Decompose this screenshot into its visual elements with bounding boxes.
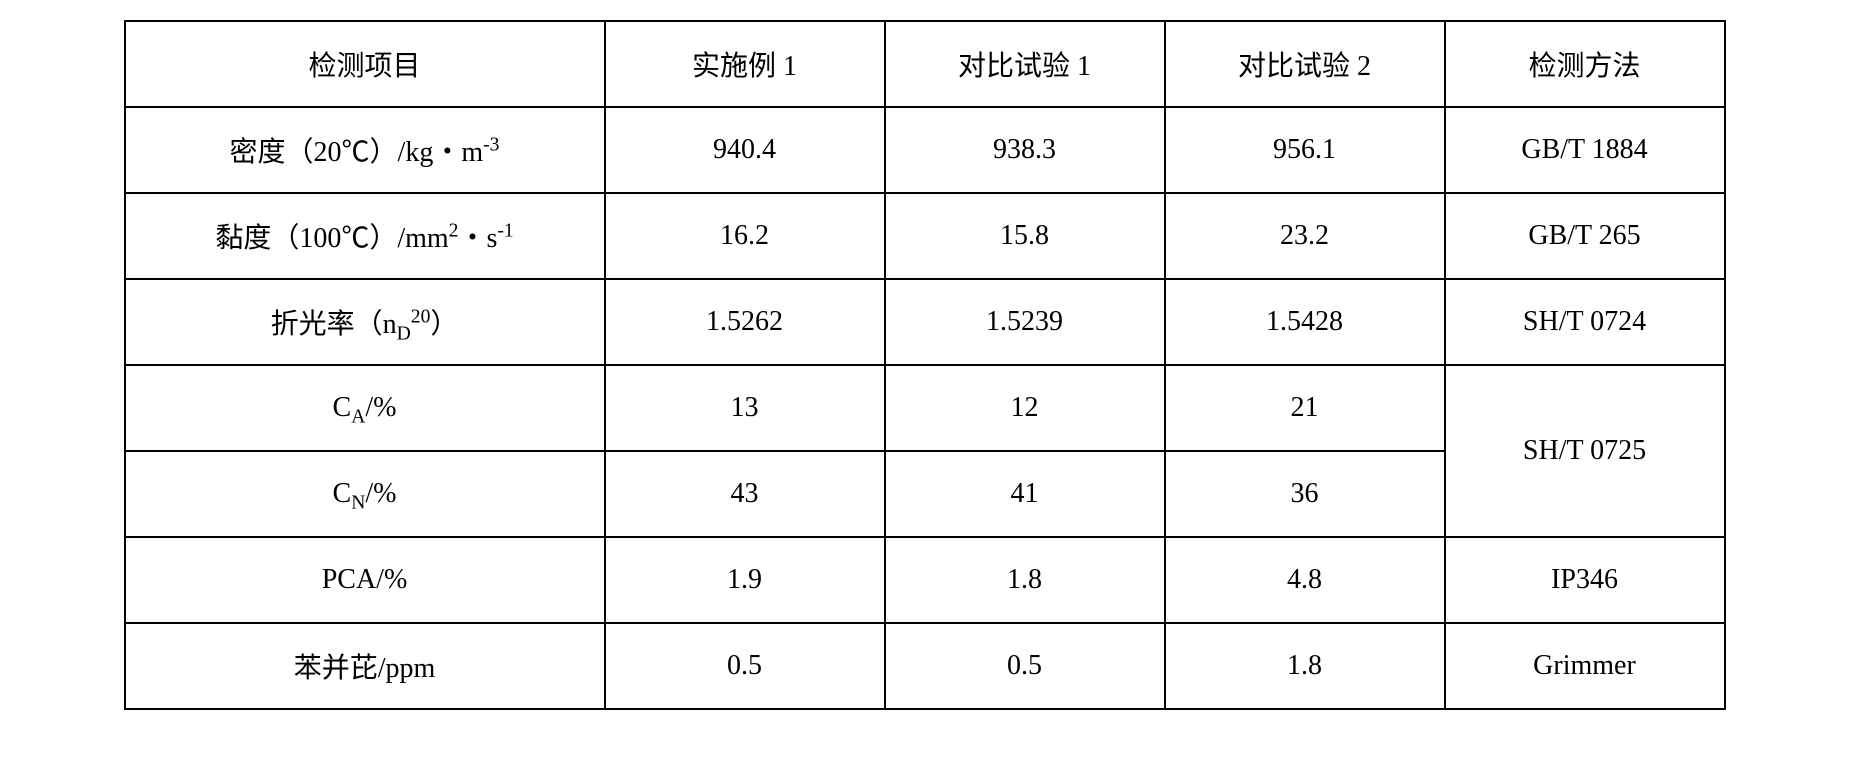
cell-method: Grimmer [1445,623,1725,709]
cell-value: 41 [885,451,1165,537]
cell-value: 1.9 [605,537,885,623]
table-row: 密度（20℃）/kg・m-3 940.4 938.3 956.1 GB/T 18… [125,107,1725,193]
cell-value: 938.3 [885,107,1165,193]
cell-value: 12 [885,365,1165,451]
cell-value: 15.8 [885,193,1165,279]
header-example1: 实施例 1 [605,21,885,107]
cell-value: 0.5 [605,623,885,709]
cell-value: 23.2 [1165,193,1445,279]
table-row: 苯并芘/ppm 0.5 0.5 1.8 Grimmer [125,623,1725,709]
cell-value: 43 [605,451,885,537]
cell-parameter: CN/% [125,451,605,537]
data-table: 检测项目 实施例 1 对比试验 1 对比试验 2 检测方法 密度（20℃）/kg… [124,20,1726,710]
cell-value: 4.8 [1165,537,1445,623]
cell-method: GB/T 1884 [1445,107,1725,193]
cell-parameter: 苯并芘/ppm [125,623,605,709]
header-compare1: 对比试验 1 [885,21,1165,107]
cell-value: 1.5428 [1165,279,1445,365]
cell-value: 1.8 [885,537,1165,623]
cell-value: 0.5 [885,623,1165,709]
cell-value: 940.4 [605,107,885,193]
table-row: 黏度（100℃）/mm2・s-1 16.2 15.8 23.2 GB/T 265 [125,193,1725,279]
cell-parameter: 折光率（nD20） [125,279,605,365]
cell-parameter: PCA/% [125,537,605,623]
table-row: PCA/% 1.9 1.8 4.8 IP346 [125,537,1725,623]
cell-parameter: CA/% [125,365,605,451]
header-method: 检测方法 [1445,21,1725,107]
cell-value: 1.8 [1165,623,1445,709]
cell-value: 1.5239 [885,279,1165,365]
cell-value: 1.5262 [605,279,885,365]
cell-value: 16.2 [605,193,885,279]
table-row: 折光率（nD20） 1.5262 1.5239 1.5428 SH/T 0724 [125,279,1725,365]
table-header-row: 检测项目 实施例 1 对比试验 1 对比试验 2 检测方法 [125,21,1725,107]
cell-parameter: 密度（20℃）/kg・m-3 [125,107,605,193]
cell-method: IP346 [1445,537,1725,623]
cell-method: GB/T 265 [1445,193,1725,279]
table-row: CA/% 13 12 21 SH/T 0725 [125,365,1725,451]
cell-value: 956.1 [1165,107,1445,193]
cell-parameter: 黏度（100℃）/mm2・s-1 [125,193,605,279]
header-compare2: 对比试验 2 [1165,21,1445,107]
cell-value: 13 [605,365,885,451]
header-parameter: 检测项目 [125,21,605,107]
cell-value: 36 [1165,451,1445,537]
cell-method: SH/T 0724 [1445,279,1725,365]
cell-method-merged: SH/T 0725 [1445,365,1725,537]
cell-value: 21 [1165,365,1445,451]
